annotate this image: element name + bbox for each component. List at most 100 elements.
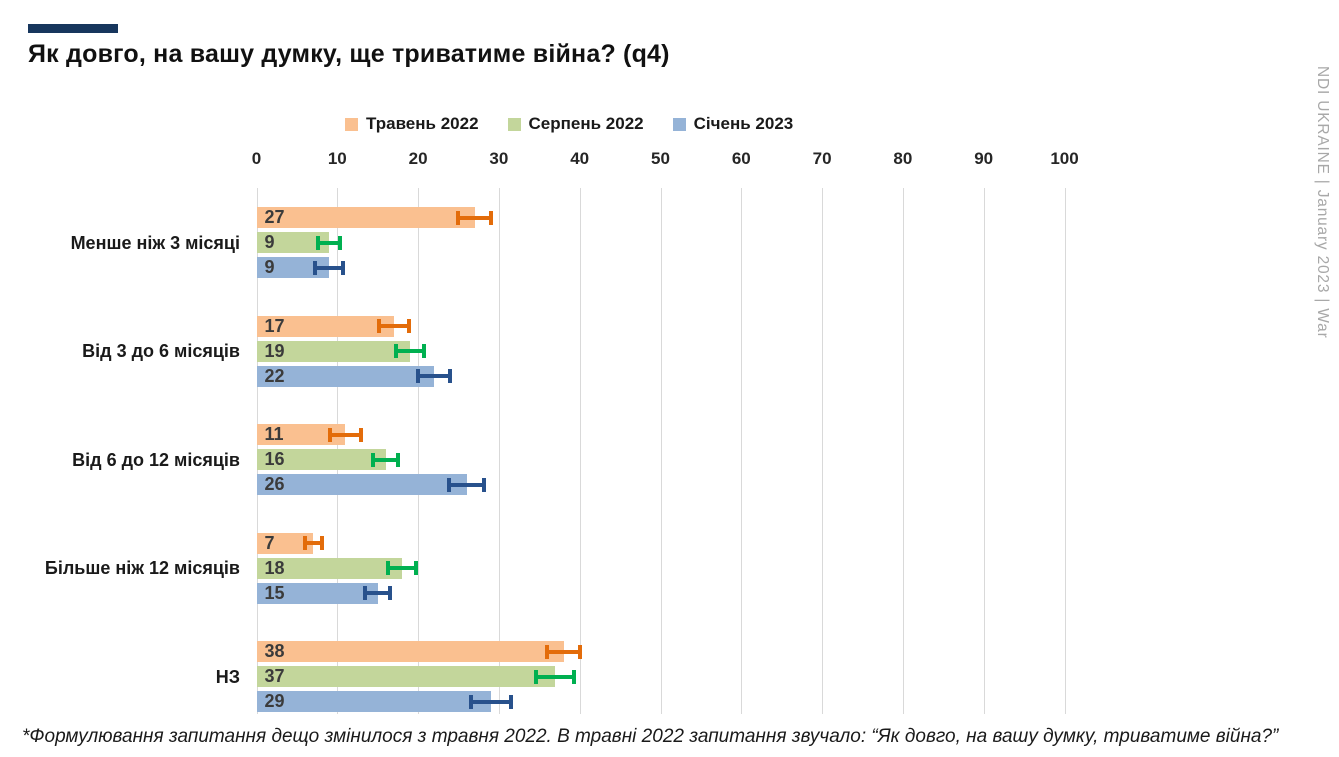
error-bar-line xyxy=(534,674,577,679)
error-bar-cap-left xyxy=(393,344,398,358)
error-bar-cap-right xyxy=(396,452,401,467)
error-bar-cap-right xyxy=(422,344,427,358)
bar-value-label: 19 xyxy=(264,340,285,361)
error-bar-cap-right xyxy=(489,210,494,225)
error-bar-line xyxy=(327,432,364,437)
bar-value-label: 29 xyxy=(264,691,285,711)
error-bar-line xyxy=(447,482,486,487)
bar: 18 xyxy=(256,557,402,579)
bar-value-label: 17 xyxy=(264,315,285,336)
error-bar-line xyxy=(456,215,494,220)
error-bar-cap-left xyxy=(376,319,381,333)
title-accent-bar xyxy=(28,24,118,33)
gridline xyxy=(498,188,500,714)
error-bar xyxy=(302,536,324,550)
gridline xyxy=(418,188,420,714)
error-bar-line xyxy=(371,457,401,462)
bar: 17 xyxy=(256,315,394,337)
error-bar-cap-left xyxy=(313,260,318,275)
error-bar-cap-left xyxy=(447,477,452,492)
bar-value-label: 22 xyxy=(264,365,285,386)
error-bar-cap-right xyxy=(388,586,393,600)
error-bar xyxy=(544,644,583,659)
error-bar-line xyxy=(302,541,324,545)
bar: 11 xyxy=(256,424,346,445)
x-tick-label: 80 xyxy=(893,149,913,168)
error-bar-line xyxy=(393,349,427,353)
error-bar-cap-right xyxy=(414,561,419,575)
error-bar xyxy=(327,427,364,442)
bar: 38 xyxy=(256,641,564,662)
error-bar-cap-right xyxy=(448,369,453,383)
error-bar-cap-left xyxy=(327,427,332,442)
error-bar-line xyxy=(313,265,346,270)
error-bar xyxy=(456,210,494,225)
error-bar-cap-left xyxy=(371,452,376,467)
bar: 7 xyxy=(256,532,314,554)
bar: 9 xyxy=(256,257,330,278)
legend: Травень 2022 Серпень 2022 Січень 2023 xyxy=(345,114,793,134)
error-bar xyxy=(393,344,427,358)
error-bar-cap-right xyxy=(481,477,486,492)
error-bar xyxy=(469,694,513,709)
legend-item-0: Травень 2022 xyxy=(345,114,479,134)
error-bar-cap-right xyxy=(508,694,513,709)
bar-value-label: 38 xyxy=(264,641,285,661)
x-tick-label: 30 xyxy=(489,149,509,168)
bar: 19 xyxy=(256,340,411,362)
x-tick-label: 100 xyxy=(1050,149,1079,168)
error-bar-line xyxy=(469,699,513,704)
error-bar-cap-left xyxy=(534,669,539,684)
error-bar xyxy=(376,319,411,333)
bar: 26 xyxy=(256,474,467,495)
error-bar-line xyxy=(544,649,583,654)
error-bar-cap-right xyxy=(319,536,324,550)
error-bar-cap-left xyxy=(456,210,461,225)
x-tick-label: 70 xyxy=(812,149,832,168)
error-bar xyxy=(313,260,346,275)
legend-swatch xyxy=(507,117,521,131)
bar: 29 xyxy=(256,691,491,712)
error-bar xyxy=(316,235,343,250)
bar-value-label: 9 xyxy=(264,257,275,277)
error-bar-cap-right xyxy=(578,644,583,659)
category-label: НЗ xyxy=(215,666,240,687)
x-tick-label: 90 xyxy=(974,149,994,168)
gridline xyxy=(902,188,904,714)
error-bar-line xyxy=(385,566,419,570)
error-bar xyxy=(447,477,486,492)
error-bar-cap-right xyxy=(359,427,364,442)
category-label: Більше ніж 12 місяців xyxy=(44,558,240,578)
x-tick-label: 40 xyxy=(570,149,590,168)
x-tick-label: 60 xyxy=(731,149,751,168)
gridline xyxy=(822,188,824,714)
bar: 27 xyxy=(256,207,475,228)
legend-item-2: Січень 2023 xyxy=(672,114,794,134)
x-tick-label: 0 xyxy=(251,149,262,168)
gridline xyxy=(660,188,662,714)
error-bar-cap-right xyxy=(406,319,411,333)
page-title: Як довго, на вашу думку, ще триватиме ві… xyxy=(28,40,670,68)
x-tick-label: 50 xyxy=(651,149,670,168)
bar: 16 xyxy=(256,449,386,470)
error-bar xyxy=(416,369,453,383)
bar-value-label: 11 xyxy=(264,424,284,444)
legend-item-1: Серпень 2022 xyxy=(507,114,644,134)
bar-value-label: 7 xyxy=(264,532,275,553)
error-bar xyxy=(534,669,577,684)
error-bar-cap-left xyxy=(302,536,307,550)
legend-swatch xyxy=(672,117,686,131)
legend-label: Січень 2023 xyxy=(693,114,794,133)
error-bar-cap-left xyxy=(416,369,421,383)
bar-value-label: 16 xyxy=(264,449,285,469)
error-bar-cap-left xyxy=(363,586,368,600)
error-bar-cap-right xyxy=(338,235,343,250)
bar-value-label: 27 xyxy=(264,207,285,227)
gridline xyxy=(579,188,581,714)
error-bar-cap-right xyxy=(572,669,577,684)
error-bar-line xyxy=(363,591,393,595)
bar-value-label: 37 xyxy=(264,666,285,686)
gridline xyxy=(983,188,985,714)
